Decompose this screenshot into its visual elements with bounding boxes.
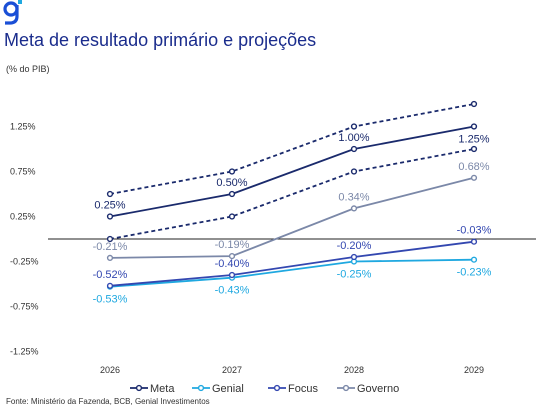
meta-series-line — [109, 125, 475, 218]
genial-series-line — [109, 258, 475, 288]
genial-data-label: -0.25% — [337, 269, 372, 281]
governo-legend-marker — [342, 384, 350, 392]
meta-point — [106, 213, 114, 220]
focus-series-line — [109, 240, 475, 287]
governo-data-label: 0.68% — [458, 161, 489, 173]
meta-band-series-line — [109, 103, 475, 195]
legend: Meta Genial Focus Governo — [130, 383, 399, 395]
focus-data-label: -0.52% — [93, 269, 128, 281]
y-tick-label: -0.75% — [10, 302, 39, 312]
meta-band-series-line — [109, 148, 475, 240]
genial-data-label: -0.23% — [457, 267, 492, 279]
y-tick-label: -0.25% — [10, 257, 39, 267]
meta-band-point — [470, 100, 478, 108]
governo-data-label: 0.34% — [338, 191, 369, 203]
focus-legend-label: Focus — [288, 383, 318, 395]
focus-legend-marker — [273, 384, 281, 392]
meta-band-point — [350, 123, 358, 130]
meta-band-point — [350, 168, 358, 175]
genial-point — [470, 256, 478, 263]
meta-band-point — [106, 235, 114, 243]
focus-point — [350, 253, 358, 261]
genial-legend-label: Genial — [212, 383, 244, 395]
meta-band-point — [228, 168, 236, 175]
genial-data-label: -0.53% — [93, 294, 128, 306]
meta-band-point — [470, 145, 478, 153]
meta-data-label: 1.25% — [458, 134, 489, 146]
chart-title: Meta de resultado primário e projeções — [4, 30, 317, 50]
series-group: 0.25% 0.50% 1.00% 1.25% -0.53% -0.43% -0.25% -0… — [93, 100, 492, 306]
y-tick-label: 1.25% — [10, 122, 36, 132]
governo-point — [470, 174, 478, 181]
focus-point — [470, 238, 478, 245]
focus-point — [228, 271, 236, 279]
genial-legend-marker — [197, 384, 205, 392]
y-tick-label: 0.75% — [10, 167, 36, 177]
meta-point — [228, 190, 236, 198]
y-axis: -1.25% -0.75% -0.25% 0.25% 0.75% 1.25% — [10, 122, 536, 357]
governo-data-label: -0.19% — [215, 239, 250, 251]
x-tick-label: 2029 — [464, 365, 484, 375]
y-tick-label: 0.25% — [10, 212, 36, 222]
meta-data-label: 1.00% — [338, 132, 369, 144]
meta-band-point — [228, 213, 236, 220]
genial-logo-icon — [3, 0, 22, 25]
focus-point — [106, 282, 114, 289]
x-tick-label: 2027 — [222, 365, 242, 375]
governo-data-label: -0.21% — [93, 241, 128, 253]
y-tick-label: -1.25% — [10, 347, 39, 357]
x-tick-label: 2028 — [344, 365, 364, 375]
meta-point — [350, 145, 358, 153]
focus-data-label: -0.40% — [215, 258, 250, 270]
meta-legend-marker — [135, 384, 143, 392]
focus-data-label: -0.20% — [337, 240, 372, 252]
meta-data-label: 0.25% — [94, 200, 125, 212]
chart-units-label: (% do PIB) — [6, 64, 50, 74]
meta-band-point — [106, 190, 114, 198]
meta-point — [470, 123, 478, 130]
meta-data-label: 0.50% — [216, 177, 247, 189]
governo-point — [350, 205, 358, 212]
focus-data-label: -0.03% — [457, 225, 492, 237]
governo-legend-label: Governo — [357, 383, 399, 395]
governo-point — [228, 253, 236, 260]
governo-point — [106, 254, 114, 262]
x-tick-label: 2026 — [100, 365, 120, 375]
source-note: Fonte: Ministério da Fazenda, BCB, Genia… — [6, 397, 210, 406]
genial-data-label: -0.43% — [215, 285, 250, 297]
governo-series-line — [109, 176, 475, 259]
meta-legend-label: Meta — [150, 383, 175, 395]
x-axis: 2026 2027 2028 2029 — [100, 365, 484, 375]
